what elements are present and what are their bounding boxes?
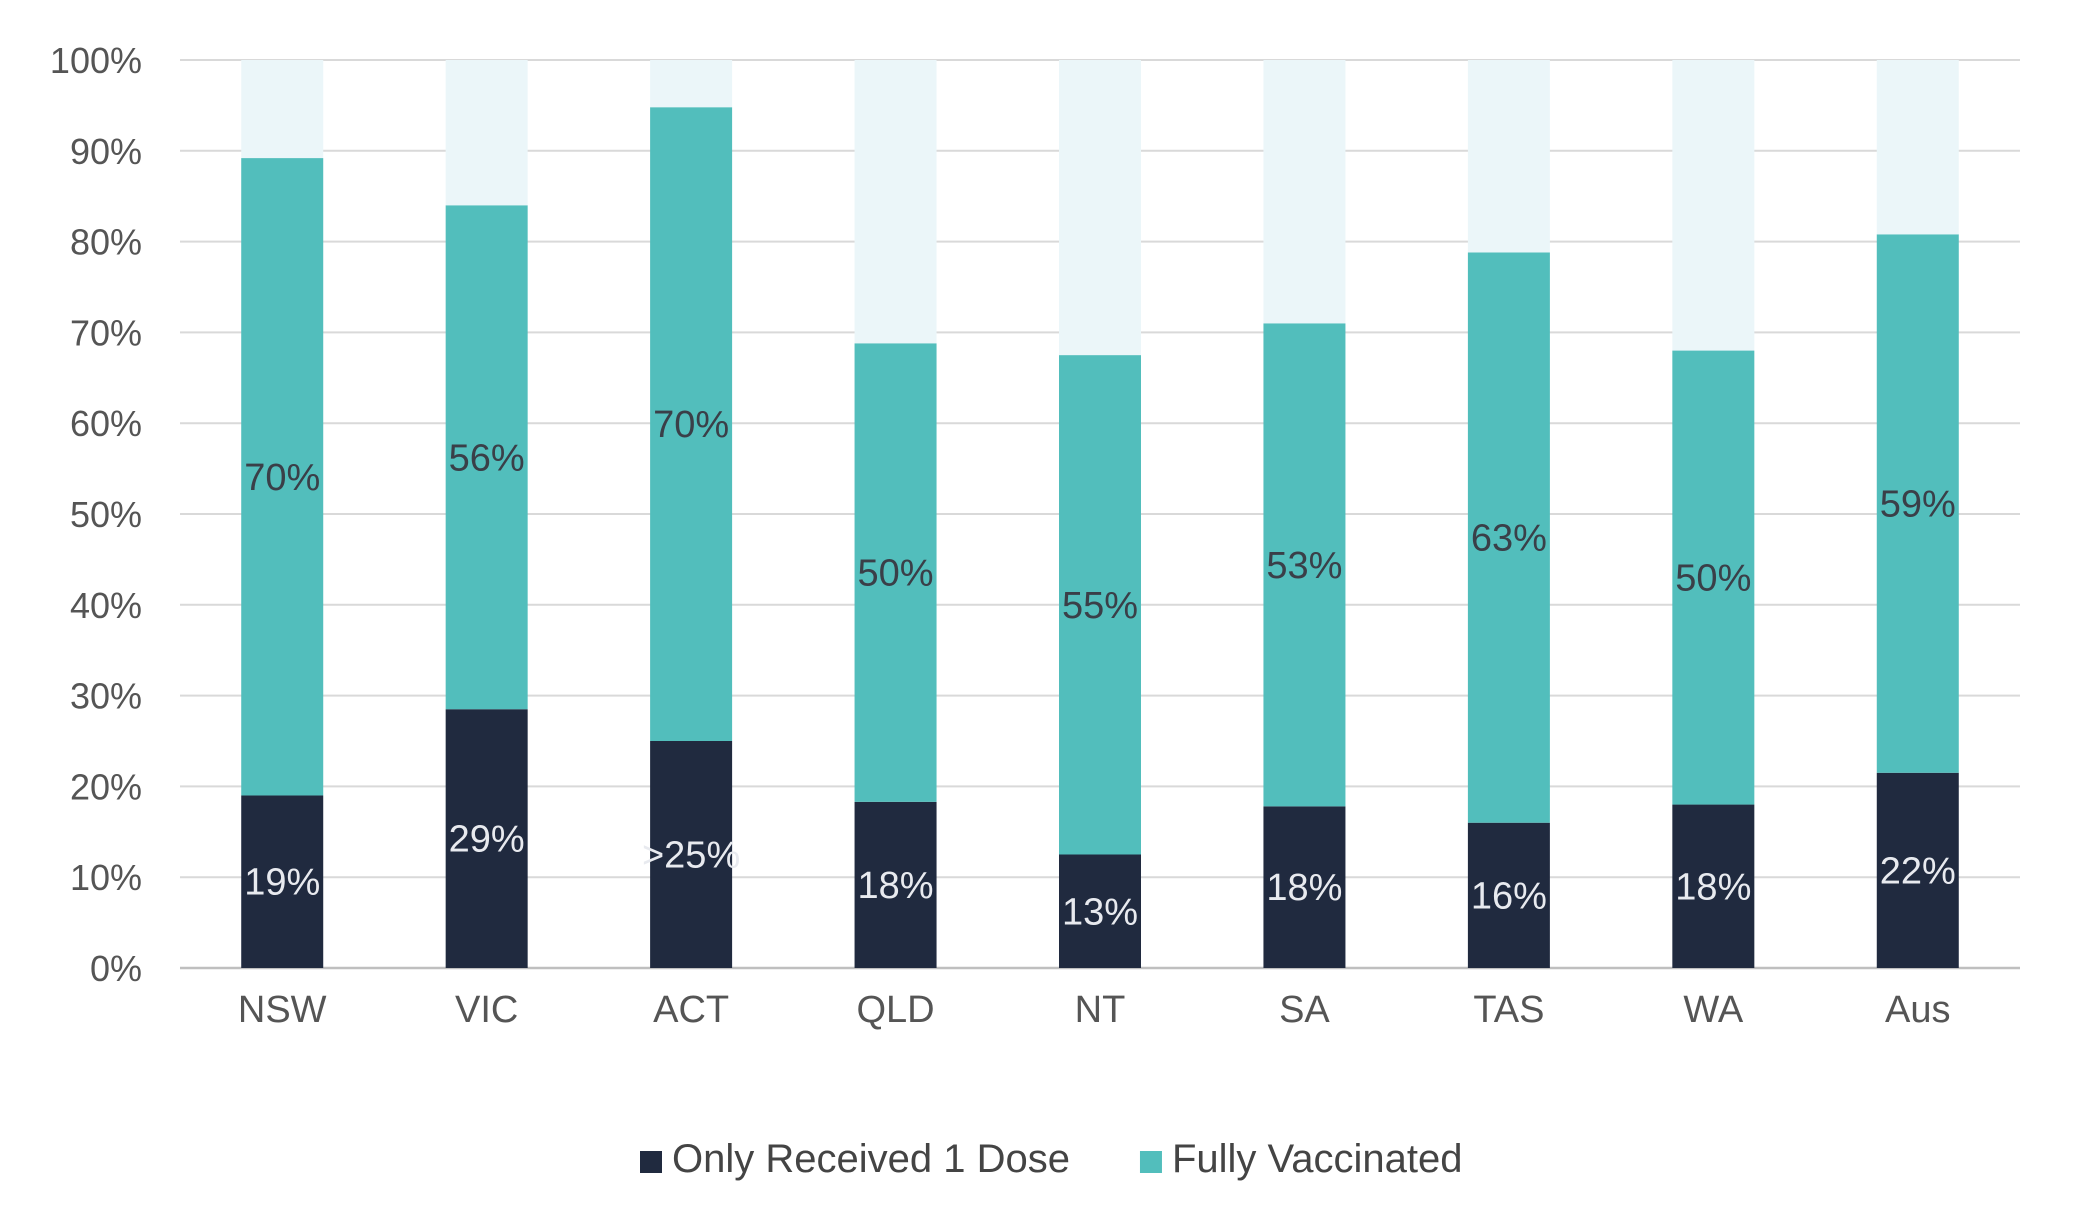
data-label: 13%	[1062, 891, 1138, 933]
data-label: 18%	[858, 865, 934, 907]
data-label: 53%	[1266, 545, 1342, 587]
data-label: 19%	[244, 862, 320, 904]
x-tick-label: ACT	[653, 989, 729, 1031]
bar-remainder-sa	[1263, 60, 1346, 324]
data-label: 50%	[858, 553, 934, 595]
bar-remainder-wa	[1672, 60, 1755, 351]
data-label: 22%	[1880, 850, 1956, 892]
legend-swatch	[1139, 1151, 1162, 1173]
data-label: 50%	[1675, 558, 1751, 600]
x-tick-label: WA	[1683, 989, 1743, 1031]
y-tick-label: 80%	[70, 222, 142, 263]
y-tick-label: 100%	[50, 40, 142, 81]
x-tick-label: NSW	[238, 989, 327, 1031]
axes: 0% 10% 20% 30% 40% 50% 60% 70% 80% 90% 100% NSW VIC A…	[50, 40, 1951, 1031]
x-tick-label: QLD	[856, 989, 934, 1031]
bar-fully-vaccinated-wa	[1672, 350, 1755, 805]
data-label: 70%	[653, 404, 729, 446]
x-tick-label: NT	[1075, 989, 1126, 1031]
bar-fully-vaccinated-act	[650, 107, 733, 741]
bar-only-received-1-dose-nsw	[241, 795, 324, 968]
bar-fully-vaccinated-nsw	[241, 158, 324, 796]
data-label: 16%	[1471, 875, 1547, 917]
legend-swatch	[640, 1151, 662, 1173]
bar-remainder-aus	[1876, 60, 1959, 235]
data-label: 18%	[1266, 867, 1342, 909]
bar-fully-vaccinated-nt	[1059, 355, 1141, 855]
y-tick-label: 30%	[70, 676, 142, 717]
bar-remainder-nt	[1059, 60, 1141, 356]
bar-only-received-1-dose-nt	[1059, 854, 1141, 968]
data-label: 29%	[449, 819, 525, 861]
legend-label: Only Received 1 Dose	[672, 1137, 1070, 1181]
y-tick-label: 90%	[70, 131, 142, 172]
bar-fully-vaccinated-sa	[1263, 323, 1346, 807]
bar-only-received-1-dose-qld	[854, 801, 937, 968]
data-label: 55%	[1062, 585, 1138, 627]
bar-only-received-1-dose-vic	[445, 709, 528, 968]
y-tick-label: 20%	[70, 766, 142, 807]
bar-only-received-1-dose-act	[650, 741, 733, 968]
data-label: 18%	[1675, 866, 1751, 908]
bar-only-received-1-dose-tas	[1467, 822, 1550, 968]
y-tick-label: 40%	[70, 585, 142, 626]
bar-fully-vaccinated-tas	[1467, 252, 1550, 823]
y-tick-label: 50%	[70, 494, 142, 535]
data-label: 63%	[1471, 518, 1547, 560]
bar-remainder-vic	[445, 60, 528, 206]
bar-remainder-act	[650, 60, 733, 108]
bar-only-received-1-dose-aus	[1876, 772, 1959, 968]
legend-label: Fully Vaccinated	[1172, 1137, 1463, 1181]
bar-only-received-1-dose-wa	[1672, 804, 1755, 968]
bar-fully-vaccinated-qld	[854, 343, 937, 802]
data-label: 59%	[1880, 484, 1956, 526]
data-labels: 19% 70% 29% 56% >25% 70% 18% 50% 13% 55% 18% 53% 16%…	[244, 404, 1956, 933]
bars	[241, 60, 1959, 968]
x-tick-label: TAS	[1473, 989, 1544, 1031]
data-label: 70%	[244, 457, 320, 499]
bar-remainder-qld	[854, 60, 937, 344]
bar-fully-vaccinated-vic	[445, 205, 528, 710]
y-tick-label: 70%	[70, 312, 142, 353]
data-label: 56%	[449, 437, 525, 479]
y-tick-label: 0%	[90, 948, 142, 989]
y-tick-label: 60%	[70, 403, 142, 444]
x-tick-label: SA	[1279, 989, 1330, 1031]
data-label: >25%	[642, 835, 740, 877]
x-tick-label: VIC	[455, 989, 518, 1031]
y-tick-label: 10%	[70, 857, 142, 898]
bar-remainder-nsw	[241, 60, 324, 159]
legend: Only Received 1 Dose Fully Vaccinated	[640, 1137, 1462, 1181]
bar-remainder-tas	[1467, 60, 1550, 253]
bar-fully-vaccinated-aus	[1876, 234, 1959, 773]
x-tick-label: Aus	[1885, 989, 1950, 1031]
bar-only-received-1-dose-sa	[1263, 806, 1346, 968]
